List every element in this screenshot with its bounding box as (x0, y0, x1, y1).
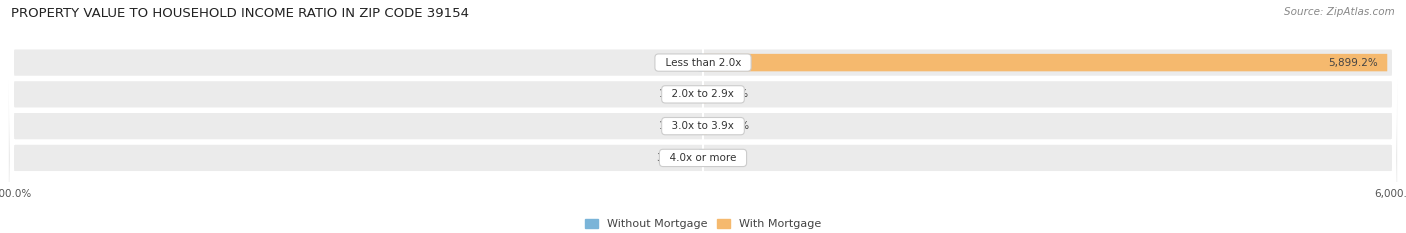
FancyBboxPatch shape (703, 86, 706, 103)
FancyBboxPatch shape (699, 54, 703, 71)
Text: 15.6%: 15.6% (714, 153, 747, 163)
Bar (703, 149, 704, 167)
Text: 34.9%: 34.9% (657, 153, 690, 163)
Text: Less than 2.0x: Less than 2.0x (658, 58, 748, 68)
FancyBboxPatch shape (7, 0, 1399, 233)
Text: 33.5%: 33.5% (716, 121, 749, 131)
Bar (703, 54, 1388, 71)
FancyBboxPatch shape (699, 149, 703, 167)
Text: 4.0x or more: 4.0x or more (664, 153, 742, 163)
FancyBboxPatch shape (7, 0, 1399, 233)
Text: 5,899.2%: 5,899.2% (1329, 58, 1378, 68)
FancyBboxPatch shape (7, 0, 1399, 233)
Text: 11.1%: 11.1% (659, 121, 692, 131)
Text: Source: ZipAtlas.com: Source: ZipAtlas.com (1284, 7, 1395, 17)
Text: 2.0x to 2.9x: 2.0x to 2.9x (665, 89, 741, 99)
Text: PROPERTY VALUE TO HOUSEHOLD INCOME RATIO IN ZIP CODE 39154: PROPERTY VALUE TO HOUSEHOLD INCOME RATIO… (11, 7, 470, 20)
Bar (703, 86, 706, 103)
FancyBboxPatch shape (703, 54, 1388, 71)
Text: 11.8%: 11.8% (659, 89, 692, 99)
FancyBboxPatch shape (7, 0, 1399, 233)
Text: 3.0x to 3.9x: 3.0x to 3.9x (665, 121, 741, 131)
FancyBboxPatch shape (703, 149, 704, 167)
Text: 39.4%: 39.4% (657, 58, 689, 68)
Bar (699, 149, 703, 167)
Legend: Without Mortgage, With Mortgage: Without Mortgage, With Mortgage (585, 219, 821, 229)
Text: 27.4%: 27.4% (716, 89, 748, 99)
FancyBboxPatch shape (703, 117, 707, 135)
Bar (703, 117, 707, 135)
Bar (699, 54, 703, 71)
